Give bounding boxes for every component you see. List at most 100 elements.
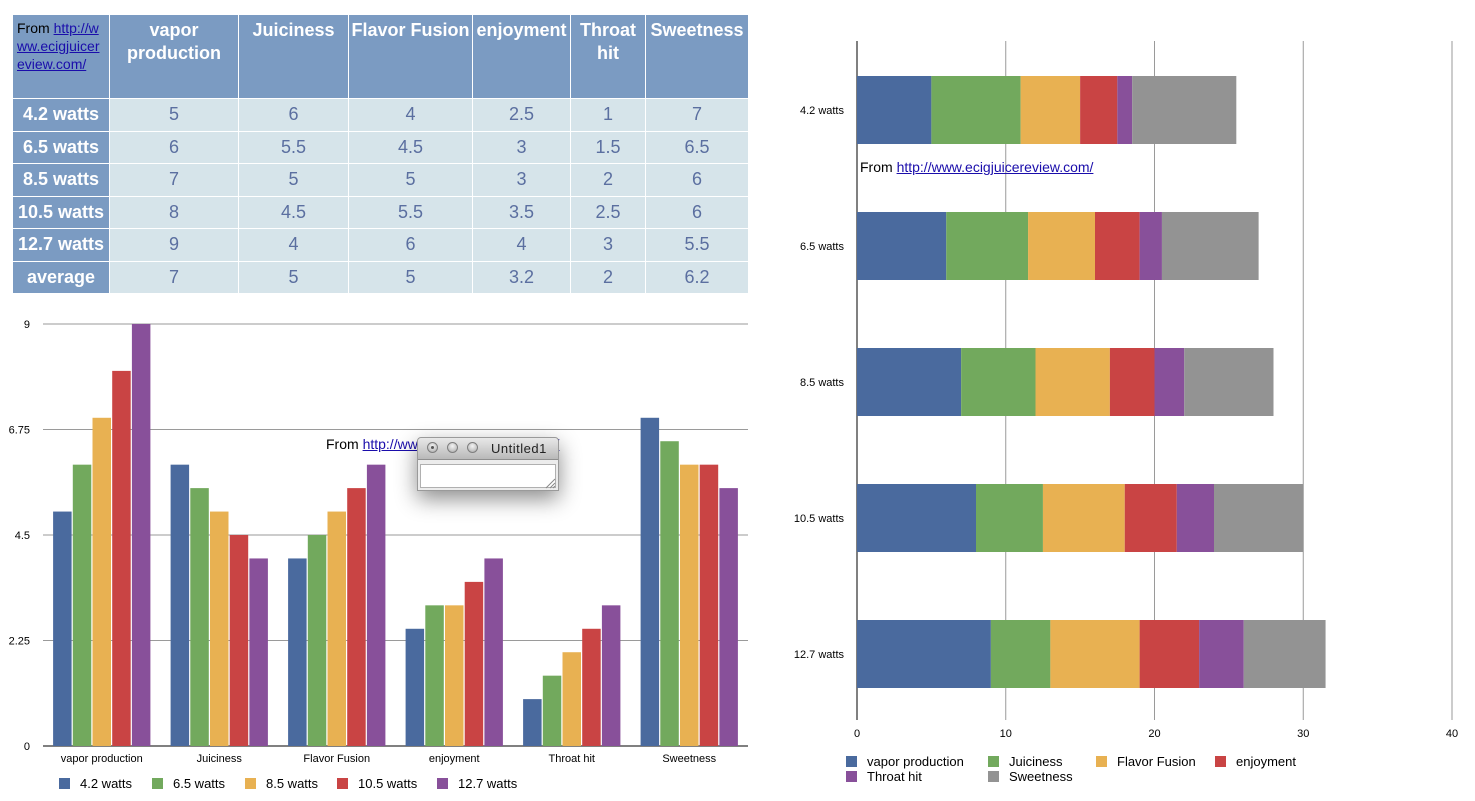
table-row: average 7 5 5 3.2 2 6.2 xyxy=(12,260,749,294)
table-cell: 3 xyxy=(472,163,571,197)
x-tick-label: 0 xyxy=(854,728,860,740)
table-cell: 6 xyxy=(645,163,749,197)
bar-segment xyxy=(946,212,1029,280)
window-zoom-button[interactable] xyxy=(467,442,478,453)
x-tick-label: Juiciness xyxy=(197,753,243,765)
bar-segment xyxy=(1080,76,1118,144)
y-tick-label: 12.7 watts xyxy=(794,649,845,661)
bar xyxy=(229,535,249,746)
legend-label: 8.5 watts xyxy=(266,776,319,791)
legend-label: 4.2 watts xyxy=(80,776,133,791)
bar-segment xyxy=(1161,212,1259,280)
table-cell: 6 xyxy=(238,98,349,132)
table-row: 6.5 watts 6 5.5 4.5 3 1.5 6.5 xyxy=(12,130,749,164)
table-cell: 7 xyxy=(109,163,239,197)
x-tick-label: vapor production xyxy=(61,753,143,765)
bar xyxy=(347,488,366,746)
x-tick-label: enjoyment xyxy=(429,753,480,765)
column-header: Juiciness xyxy=(238,14,349,99)
bar xyxy=(582,628,601,746)
window-close-button[interactable] xyxy=(427,442,438,453)
legend-label: 12.7 watts xyxy=(458,776,518,791)
bar-segment xyxy=(1132,76,1237,144)
legend-swatch xyxy=(846,771,857,782)
bar xyxy=(327,511,346,746)
x-tick-label: Throat hit xyxy=(549,753,595,765)
window-content-field[interactable] xyxy=(420,464,556,488)
table-cell: 5 xyxy=(238,163,349,197)
bar-segment xyxy=(1199,620,1244,688)
y-tick-label: 9 xyxy=(24,319,30,331)
bar xyxy=(640,417,660,746)
untitled-window[interactable]: Untitled1 xyxy=(417,437,559,491)
bar xyxy=(425,605,444,746)
table-cell: 2 xyxy=(570,163,646,197)
bar xyxy=(484,558,503,746)
y-tick-label: 10.5 watts xyxy=(794,513,845,525)
row-header: 4.2 watts xyxy=(12,98,110,132)
bar xyxy=(445,605,464,746)
table-cell: 5 xyxy=(348,260,473,294)
table-cell: 2.5 xyxy=(472,98,571,132)
bar-segment xyxy=(1184,348,1274,416)
legend-label: Throat hit xyxy=(867,769,922,784)
table-cell: 3 xyxy=(472,130,571,164)
window-minimize-button[interactable] xyxy=(447,442,458,453)
x-tick-label: Sweetness xyxy=(662,753,716,765)
bar-segment xyxy=(1095,212,1140,280)
table-cell: 6.2 xyxy=(645,260,749,294)
bar xyxy=(53,511,72,746)
legend-swatch xyxy=(337,778,348,789)
legend-swatch xyxy=(988,756,999,767)
bar-segment xyxy=(1035,348,1110,416)
table-cell: 8 xyxy=(109,195,239,229)
bar xyxy=(249,558,268,746)
row-header: average xyxy=(12,260,110,294)
column-header: Flavor Fusion xyxy=(348,14,473,99)
column-header: enjoyment xyxy=(472,14,571,99)
legend-label: enjoyment xyxy=(1236,754,1296,769)
y-tick-label: 4.5 xyxy=(15,530,30,542)
bar xyxy=(719,488,738,746)
legend-swatch xyxy=(245,778,256,789)
bar xyxy=(523,699,542,746)
table-cell: 4 xyxy=(238,228,349,262)
resize-grip-icon[interactable] xyxy=(544,477,556,489)
bar-segment xyxy=(1020,76,1081,144)
table-source-cell: From http://www.ecigjuicereview.com/ xyxy=(12,14,110,99)
table-cell: 5.5 xyxy=(348,195,473,229)
table-source-link[interactable]: http://www.ecigjuicereview.com/ xyxy=(17,20,100,72)
bar xyxy=(660,441,679,746)
table-cell: 4 xyxy=(348,98,473,132)
x-tick-label: 30 xyxy=(1297,728,1309,740)
x-tick-label: 20 xyxy=(1148,728,1160,740)
table-cell: 5 xyxy=(348,163,473,197)
legend-swatch xyxy=(59,778,70,789)
bar xyxy=(170,464,190,746)
bar-segment xyxy=(1139,212,1162,280)
table-cell: 2 xyxy=(570,260,646,294)
table-source-prefix: From xyxy=(17,20,54,36)
window-titlebar[interactable]: Untitled1 xyxy=(418,438,558,460)
row-header: 10.5 watts xyxy=(12,195,110,229)
legend-swatch xyxy=(1096,756,1107,767)
table-cell: 5.5 xyxy=(238,130,349,164)
y-tick-label: 4.2 watts xyxy=(800,105,845,117)
bar-segment xyxy=(1154,348,1185,416)
bar-segment xyxy=(1243,620,1326,688)
legend-label: Flavor Fusion xyxy=(1117,754,1196,769)
bar-segment xyxy=(857,212,947,280)
bar-segment xyxy=(931,76,1021,144)
y-tick-label: 8.5 watts xyxy=(800,377,845,389)
legend-label: vapor production xyxy=(867,754,964,769)
bar-segment xyxy=(1139,620,1200,688)
row-header: 12.7 watts xyxy=(12,228,110,262)
window-title: Untitled1 xyxy=(491,441,547,456)
bar xyxy=(307,535,327,746)
bar xyxy=(366,464,386,746)
table-cell: 3.5 xyxy=(472,195,571,229)
stack-note-link[interactable]: http://www.ecigjuicereview.com/ xyxy=(896,159,1094,175)
y-tick-label: 0 xyxy=(24,741,30,753)
legend-label: 10.5 watts xyxy=(358,776,418,791)
bar-segment xyxy=(857,76,932,144)
